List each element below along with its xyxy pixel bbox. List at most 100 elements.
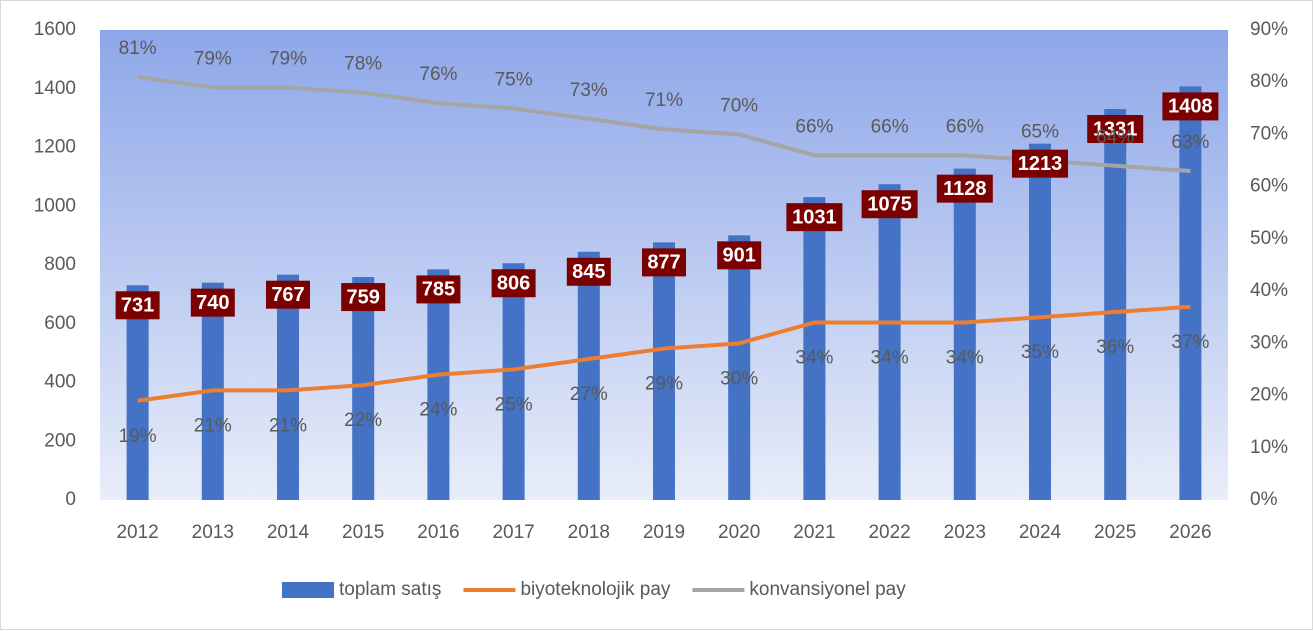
y2-tick-label: 90% <box>1250 19 1288 40</box>
y2-tick-label: 60% <box>1250 176 1288 197</box>
y-tick-label: 1200 <box>34 137 76 158</box>
y-tick-label: 800 <box>44 254 76 275</box>
y2-tick-label: 0% <box>1250 489 1278 510</box>
data-label-box <box>936 174 993 203</box>
data-label: 34% <box>871 347 909 368</box>
y-tick-label: 1600 <box>34 19 76 40</box>
y2-tick-label: 80% <box>1250 71 1288 92</box>
data-label: 27% <box>570 384 608 405</box>
y-tick-label: 600 <box>44 313 76 334</box>
data-label-box <box>1012 149 1068 178</box>
x-tick-label: 2019 <box>643 522 685 543</box>
data-label: 22% <box>344 410 382 431</box>
data-label: 731 <box>121 295 154 317</box>
bar <box>1029 143 1051 500</box>
x-tick-label: 2024 <box>1019 522 1062 543</box>
data-label-box <box>1087 115 1144 144</box>
data-label-box <box>266 280 310 309</box>
bar <box>352 277 375 500</box>
data-label: 806 <box>497 273 530 295</box>
data-label-box <box>566 257 611 286</box>
data-label: 66% <box>946 116 984 137</box>
x-tick-label: 2026 <box>1169 522 1211 543</box>
data-label-box <box>341 283 386 312</box>
data-label: 64% <box>1096 127 1134 148</box>
data-label-box <box>642 248 686 277</box>
bar <box>803 197 826 501</box>
x-tick-label: 2012 <box>116 522 158 543</box>
legend-label: biyoteknolojik pay <box>520 579 670 600</box>
bar <box>126 285 149 500</box>
bar <box>427 269 450 500</box>
data-label: 63% <box>1171 132 1209 153</box>
data-label: 1031 <box>792 206 837 228</box>
y2-tick-label: 40% <box>1250 280 1288 301</box>
data-label: 30% <box>720 368 758 389</box>
data-label: 73% <box>570 80 608 101</box>
data-label: 25% <box>495 394 533 415</box>
line <box>137 304 1191 403</box>
y2-tick-label: 20% <box>1250 385 1288 406</box>
data-label: 21% <box>194 415 232 436</box>
data-label: 21% <box>269 415 307 436</box>
data-label-box <box>115 291 160 320</box>
data-label: 35% <box>1021 342 1059 363</box>
data-label: 1075 <box>867 194 912 216</box>
data-label: 36% <box>1096 337 1134 358</box>
y2-tick-label: 10% <box>1250 437 1288 458</box>
data-label: 785 <box>422 279 455 301</box>
data-label: 19% <box>119 426 157 447</box>
x-tick-label: 2016 <box>417 522 459 543</box>
bar <box>878 184 901 500</box>
bar <box>1179 86 1202 501</box>
y-tick-label: 1400 <box>34 78 76 99</box>
x-tick-label: 2025 <box>1094 522 1136 543</box>
data-label: 1213 <box>1018 153 1063 175</box>
legend-label: konvansiyonel pay <box>749 579 906 600</box>
x-tick-label: 2021 <box>793 522 835 543</box>
y-tick-label: 0 <box>65 489 76 510</box>
data-label: 76% <box>419 64 457 85</box>
x-tick-label: 2013 <box>192 522 234 543</box>
legend-label: toplam satış <box>339 579 441 600</box>
data-label: 845 <box>572 261 605 283</box>
data-label: 65% <box>1021 122 1059 143</box>
data-label: 1128 <box>943 178 986 200</box>
data-label: 78% <box>344 54 382 75</box>
data-label: 34% <box>795 347 833 368</box>
bar <box>653 242 675 500</box>
data-label-box <box>1162 92 1219 121</box>
y2-tick-label: 70% <box>1250 123 1288 144</box>
x-tick-label: 2015 <box>342 522 384 543</box>
y-tick-label: 1000 <box>34 195 76 216</box>
data-label: 759 <box>347 286 380 308</box>
data-label: 24% <box>419 400 457 421</box>
data-label: 901 <box>723 245 756 267</box>
x-tick-label: 2014 <box>267 522 310 543</box>
bar <box>577 251 600 500</box>
data-label: 34% <box>946 347 984 368</box>
x-tick-label: 2017 <box>492 522 534 543</box>
data-label: 29% <box>645 374 683 395</box>
data-label: 81% <box>119 38 157 59</box>
data-label: 37% <box>1171 332 1209 353</box>
data-label-box <box>717 241 762 270</box>
data-label: 66% <box>795 116 833 137</box>
data-label-box <box>786 203 843 232</box>
y2-tick-label: 30% <box>1250 332 1288 353</box>
y-tick-label: 200 <box>44 430 76 451</box>
y2-tick-label: 50% <box>1250 228 1288 249</box>
x-tick-label: 2020 <box>718 522 760 543</box>
data-label-box <box>861 190 918 219</box>
bar <box>953 168 976 500</box>
data-label: 71% <box>645 90 683 111</box>
x-tick-label: 2018 <box>568 522 610 543</box>
data-label-box <box>491 269 536 298</box>
data-label: 877 <box>647 252 680 274</box>
data-label-box <box>416 275 461 304</box>
bar <box>728 235 751 501</box>
data-label: 70% <box>720 95 758 116</box>
legend-swatch <box>282 582 334 598</box>
data-label: 767 <box>271 284 304 306</box>
